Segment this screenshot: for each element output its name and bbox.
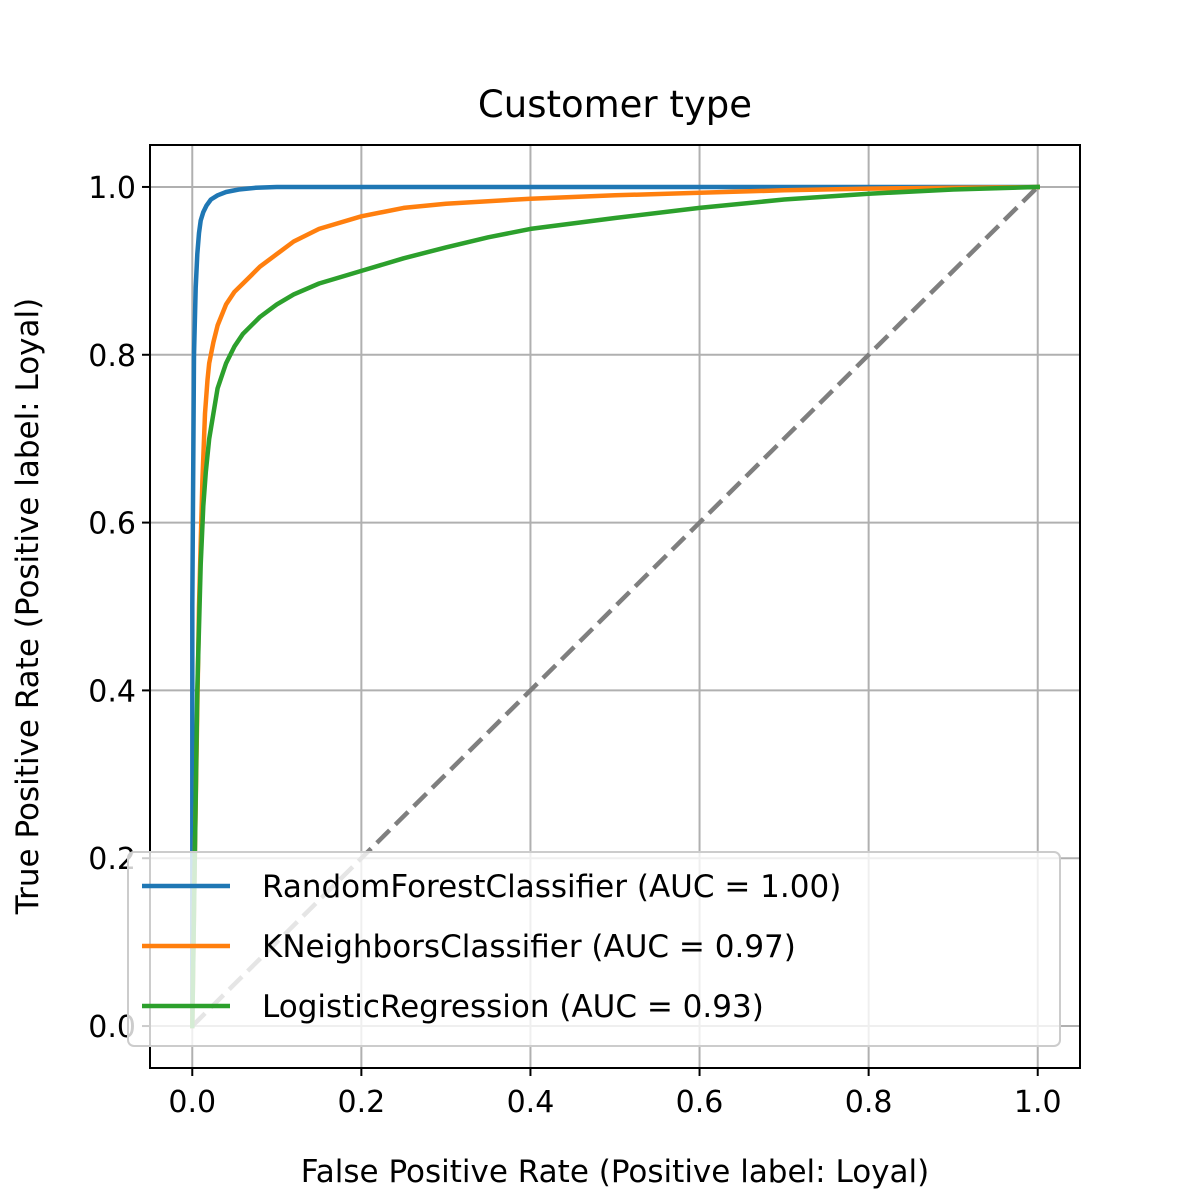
y-tick-label: 1.0 [88,171,136,206]
x-tick-label: 0.6 [676,1085,724,1120]
tick-layer: 0.0 0.2 0.4 0.6 0.8 1.00.00.20.40.60.81.0 [88,171,1061,1120]
x-tick-label: 0.8 [845,1085,893,1120]
y-tick-label: 0.8 [88,339,136,374]
series-line-2 [190,184,1041,1029]
legend-box [127,851,1061,1047]
legend-label-0: RandomForestClassifier (AUC = 1.00) [262,869,841,905]
x-tick-label: 0.2 [338,1085,386,1120]
legend-label-2: LogisticRegression (AUC = 0.93) [262,989,764,1025]
legend-label-1: KNeighborsClassifier (AUC = 0.97) [262,929,796,965]
y-tick-label: 0.6 [88,507,136,542]
chart-title: Customer type [478,83,752,126]
x-tick-label: 0.4 [507,1085,555,1120]
series-line-0 [190,184,1040,1029]
series-line-1 [190,184,1040,1029]
y-axis-label: True Positive Rate (Positive label: Loya… [10,298,46,915]
x-axis-label: False Positive Rate (Positive label: Loy… [301,1154,929,1190]
x-tick-label: 1.0 [1014,1085,1062,1120]
plot-frame [149,144,1081,1069]
x-tick-label: 0.0 [168,1085,216,1120]
y-tick-label: 0.4 [88,674,136,709]
legend: RandomForestClassifier (AUC = 1.00) KNeig… [127,851,1061,1047]
